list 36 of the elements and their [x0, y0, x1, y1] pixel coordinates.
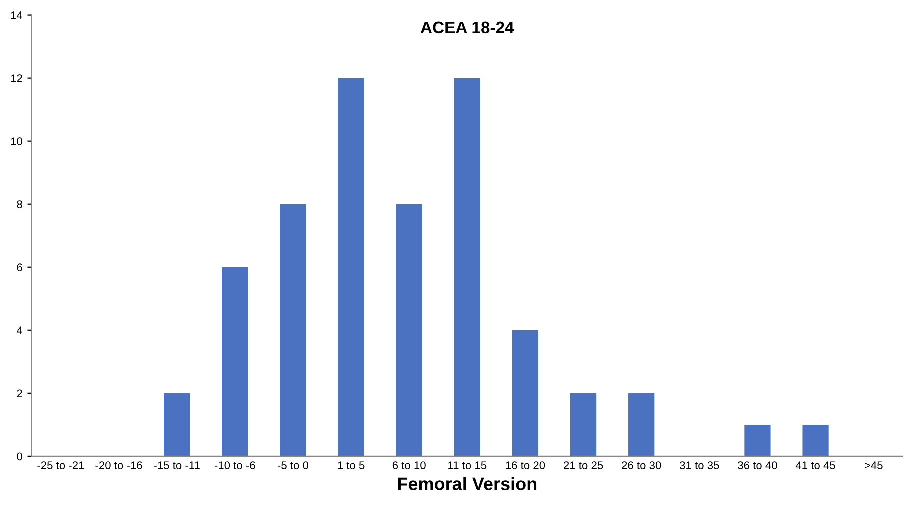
y-tick-label: 12	[11, 74, 22, 82]
y-tick-label: 2	[17, 390, 22, 398]
y-tick-label: 4	[16, 326, 23, 334]
x-tick-label: -15 to -11	[154, 462, 200, 470]
bar	[744, 424, 771, 456]
bar	[396, 204, 422, 456]
x-tick-label: 11 to 15	[448, 462, 487, 470]
x-tick-label: 6 to 10	[392, 462, 426, 470]
x-tick-label: -5 to 0	[278, 462, 309, 470]
x-tick-label: -20 to -16	[96, 462, 142, 470]
x-tick-label: 36 to 40	[738, 462, 778, 470]
y-tick-label: 6	[17, 264, 22, 272]
x-tick-label: 1 to 5	[338, 462, 365, 470]
x-tick-label: >45	[864, 462, 883, 470]
bar	[802, 424, 829, 456]
bar	[628, 393, 655, 456]
y-tick-label: 8	[17, 200, 22, 208]
x-axis-title: Femoral Version	[398, 477, 537, 490]
x-tick-label: 31 to 35	[680, 462, 720, 470]
bar	[280, 204, 306, 456]
bar	[570, 393, 597, 456]
x-tick-label: 16 to 20	[506, 462, 546, 470]
x-tick-label: -25 to -21	[38, 462, 84, 470]
bar	[164, 393, 190, 456]
y-tick-label: 0	[17, 452, 22, 461]
x-tick-label: 21 to 25	[564, 462, 604, 470]
x-tick-label: -10 to -6	[214, 462, 256, 470]
bar	[512, 330, 539, 456]
bar	[222, 267, 248, 456]
chart-title: ACEA 18-24	[420, 22, 514, 34]
y-tick-label: 10	[11, 138, 22, 146]
x-tick-label: 41 to 45	[796, 462, 836, 470]
x-tick-label: 26 to 30	[622, 462, 662, 470]
y-tick-label: 14	[11, 12, 23, 20]
bar	[454, 78, 480, 456]
bar	[338, 78, 364, 456]
